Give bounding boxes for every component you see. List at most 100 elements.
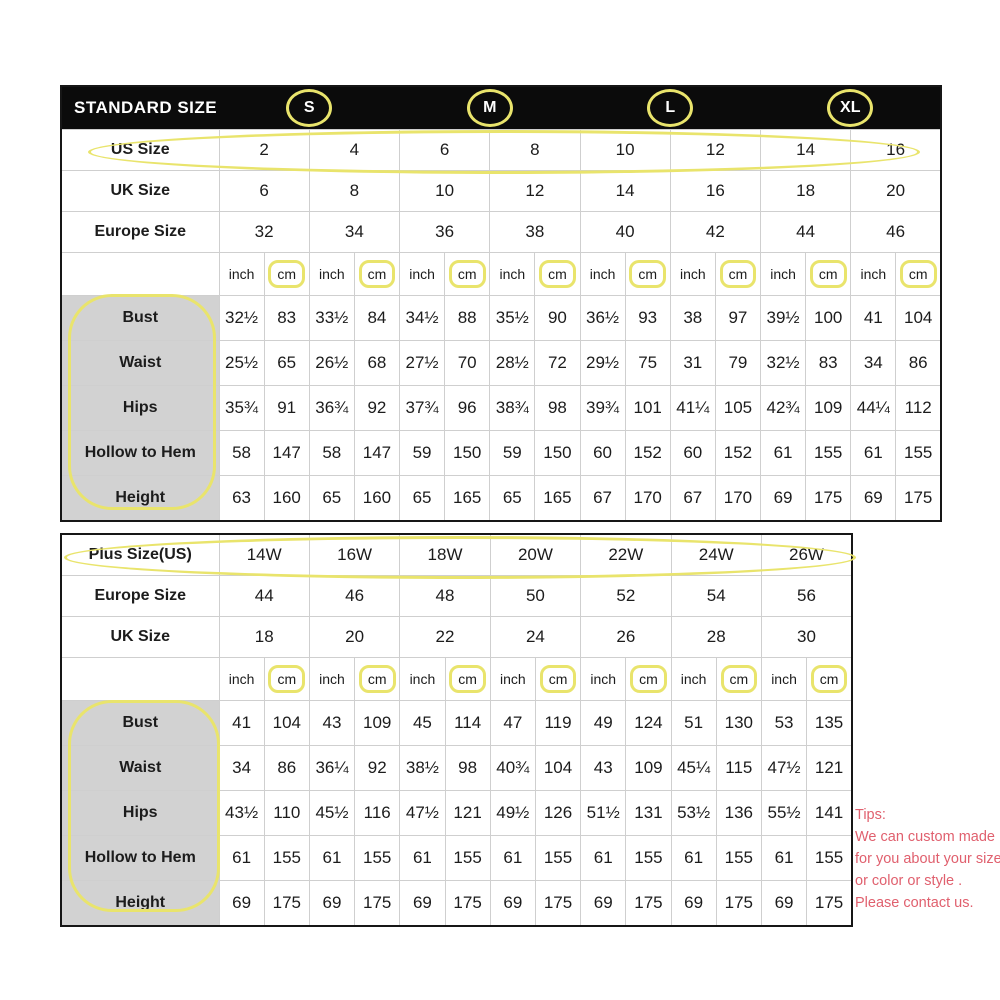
measurement-value: 28½ bbox=[489, 340, 536, 386]
row-label: Europe Size bbox=[60, 575, 220, 617]
cm-ring-annotation: cm bbox=[630, 665, 667, 693]
size-value: 10 bbox=[579, 129, 671, 171]
row-label: UK Size bbox=[60, 616, 220, 658]
measurement-label: Bust bbox=[60, 700, 220, 746]
inch-label: inch bbox=[850, 252, 897, 296]
cm-ring-annotation: cm bbox=[268, 665, 306, 693]
cm-label: cm bbox=[624, 252, 671, 296]
measurement-value: 61 bbox=[760, 835, 808, 881]
tips-title: Tips: bbox=[855, 807, 886, 823]
cm-ring-annotation: cm bbox=[449, 665, 486, 693]
size-value: 26 bbox=[580, 616, 672, 658]
measurement-value: 141 bbox=[806, 790, 853, 836]
measurement-value: 69 bbox=[759, 475, 807, 522]
measurement-value: 25½ bbox=[218, 340, 265, 386]
cm-label: cm bbox=[354, 657, 401, 701]
measurement-value: 72 bbox=[534, 340, 581, 386]
measurement-value: 150 bbox=[534, 430, 581, 476]
cm-ring-annotation: cm bbox=[629, 260, 667, 288]
inch-label: inch bbox=[580, 657, 627, 701]
measurement-value: 175 bbox=[263, 880, 310, 927]
measurement-value: 69 bbox=[308, 880, 356, 927]
size-value: 18 bbox=[759, 170, 852, 212]
measurement-value: 93 bbox=[624, 295, 671, 341]
standard-size-title: STANDARD SIZE bbox=[61, 86, 219, 130]
measurement-value: 47 bbox=[489, 700, 536, 746]
empty-cell bbox=[60, 252, 220, 296]
measurement-value: 175 bbox=[715, 880, 762, 927]
measurement-value: 36¾ bbox=[308, 385, 355, 431]
size-row: Europe Size 32 34 36 38 40 42 44 46 bbox=[60, 211, 942, 253]
inch-label: inch bbox=[218, 657, 265, 701]
cm-label: cm bbox=[625, 657, 672, 701]
measurement-row: Hollow to Hem 61 155 61 155 61 155 61 155 61 155 61… bbox=[60, 835, 853, 881]
measurement-value: 69 bbox=[580, 880, 627, 927]
measurement-value: 170 bbox=[714, 475, 762, 522]
size-value: 12 bbox=[669, 129, 762, 171]
size-value: 14 bbox=[759, 129, 852, 171]
size-group-l-cell: L bbox=[580, 86, 761, 130]
size-value: 16 bbox=[669, 170, 762, 212]
measurement-value: 175 bbox=[534, 880, 582, 927]
measurement-value: 104 bbox=[534, 745, 582, 791]
size-value: 44 bbox=[759, 211, 852, 253]
inch-label: inch bbox=[579, 252, 626, 296]
measurement-value: 41¼ bbox=[669, 385, 716, 431]
measurement-value: 175 bbox=[354, 880, 401, 927]
size-value: 10 bbox=[398, 170, 491, 212]
measurement-label: Hollow to Hem bbox=[60, 835, 220, 881]
size-value: 16 bbox=[850, 129, 942, 171]
measurement-value: 42¾ bbox=[759, 385, 807, 431]
measurement-label: Waist bbox=[60, 340, 220, 386]
measurement-value: 150 bbox=[444, 430, 491, 476]
measurement-value: 155 bbox=[805, 430, 852, 476]
measurement-value: 165 bbox=[444, 475, 491, 522]
cm-label: cm bbox=[444, 657, 491, 701]
row-label: US Size bbox=[60, 129, 220, 171]
inch-label: inch bbox=[759, 252, 807, 296]
measurement-value: 83 bbox=[263, 295, 310, 341]
measurement-value: 92 bbox=[354, 745, 401, 791]
measurement-value: 35¾ bbox=[218, 385, 265, 431]
measurement-value: 83 bbox=[805, 340, 852, 386]
measurement-value: 43 bbox=[580, 745, 627, 791]
measurement-value: 61 bbox=[489, 835, 536, 881]
measurement-value: 45¼ bbox=[670, 745, 717, 791]
size-value: 8 bbox=[489, 129, 581, 171]
cm-ring-annotation: cm bbox=[720, 665, 758, 693]
measurement-value: 63 bbox=[218, 475, 265, 522]
measurement-value: 90 bbox=[534, 295, 581, 341]
size-value: 48 bbox=[399, 575, 491, 617]
size-value: 18 bbox=[218, 616, 310, 658]
measurement-value: 170 bbox=[624, 475, 671, 522]
measurement-value: 155 bbox=[263, 835, 310, 881]
measurement-value: 49 bbox=[580, 700, 627, 746]
measurement-value: 53½ bbox=[670, 790, 717, 836]
size-group-s-cell: S bbox=[219, 86, 400, 130]
inch-label: inch bbox=[669, 252, 716, 296]
size-row: US Size 2 4 6 8 10 12 14 16 bbox=[60, 129, 942, 171]
measurement-value: 155 bbox=[715, 835, 762, 881]
measurement-value: 43½ bbox=[218, 790, 265, 836]
size-value: 18W bbox=[399, 533, 491, 576]
standard-table-header: STANDARD SIZE S M L XL bbox=[61, 86, 941, 130]
measurement-value: 61 bbox=[759, 430, 807, 476]
size-value: 54 bbox=[670, 575, 762, 617]
measurement-value: 36½ bbox=[579, 295, 626, 341]
cm-label: cm bbox=[263, 252, 310, 296]
measurement-value: 88 bbox=[444, 295, 491, 341]
measurement-value: 60 bbox=[579, 430, 626, 476]
row-label: Europe Size bbox=[60, 211, 220, 253]
tips-line: or color or style . bbox=[855, 873, 963, 889]
size-value: 56 bbox=[760, 575, 853, 617]
cm-label: cm bbox=[714, 252, 762, 296]
measurement-value: 96 bbox=[444, 385, 491, 431]
measurement-value: 40¾ bbox=[489, 745, 536, 791]
measurement-value: 44¼ bbox=[850, 385, 897, 431]
measurement-value: 104 bbox=[263, 700, 310, 746]
measurement-value: 36¼ bbox=[308, 745, 356, 791]
measurement-value: 59 bbox=[398, 430, 446, 476]
size-value: 26W bbox=[760, 533, 853, 576]
measurement-value: 69 bbox=[760, 880, 808, 927]
